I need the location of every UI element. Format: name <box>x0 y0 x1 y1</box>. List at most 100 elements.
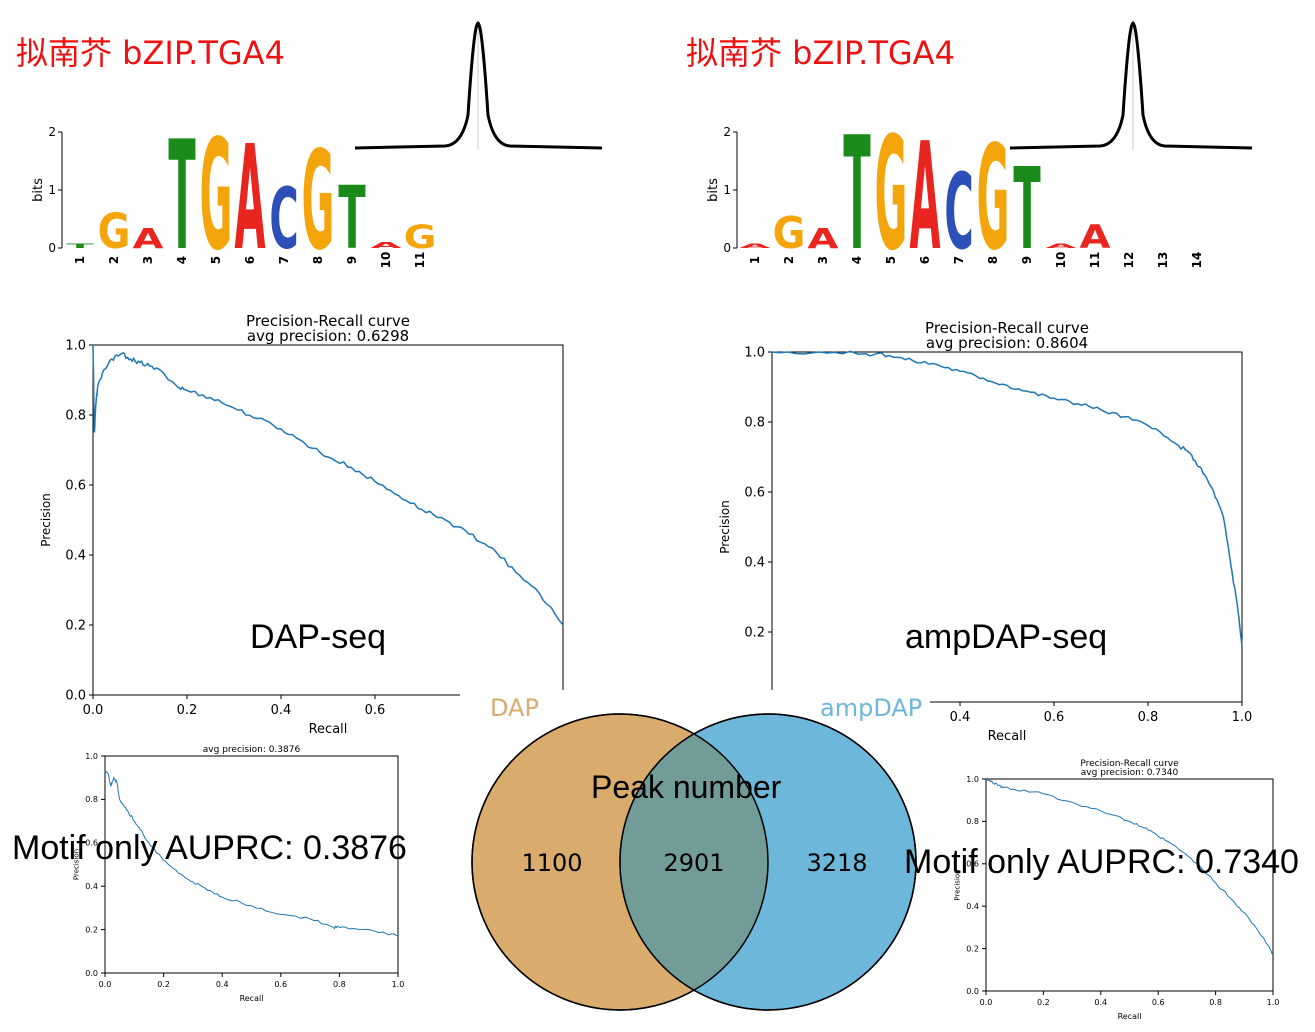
venn-svg: DAP ampDAP 1100 2901 3218 <box>471 694 922 1011</box>
plot-frame <box>985 778 1274 992</box>
x-tick-label: 1.0 <box>1232 710 1253 725</box>
logo-position-label: 7 <box>277 256 291 264</box>
logo-position-label: 3 <box>816 256 830 264</box>
chart-title: Precision-Recall curve <box>246 312 410 330</box>
logo-y-tick-label: 2 <box>723 125 731 139</box>
y-tick-label: 0.4 <box>65 549 86 564</box>
logo-position-label: 6 <box>918 256 932 264</box>
logo-position-label: 8 <box>311 256 325 264</box>
logo-position-label: 12 <box>1122 252 1136 269</box>
x-tick-label: 0.0 <box>99 980 112 989</box>
logo-letter: A <box>371 241 403 250</box>
venn-count-overlap: 2901 <box>663 849 724 877</box>
logo-y-tick-label: 1 <box>723 183 731 197</box>
y-axis-label: Precision <box>39 493 53 547</box>
x-tick-label: 0.8 <box>1209 998 1222 1007</box>
logo-position-label: 5 <box>884 256 898 264</box>
plot-frame <box>92 344 564 696</box>
x-axis-label: Recall <box>1118 1012 1142 1020</box>
x-axis-label: Recall <box>240 994 264 1002</box>
x-tick-label: 0.8 <box>1138 710 1159 725</box>
venn-label-ampdap: ampDAP <box>820 694 922 722</box>
logo-position-label: 5 <box>209 256 223 264</box>
logo-position-label: 6 <box>243 256 257 264</box>
logo-position-label: 1 <box>73 256 87 264</box>
y-tick-label: 0.2 <box>65 619 86 634</box>
x-tick-label: 0.6 <box>1044 710 1065 725</box>
logo-y-tick-label: 0 <box>48 241 56 255</box>
pr-curve-line <box>104 770 399 937</box>
x-tick-label: 0.6 <box>365 703 386 718</box>
y-tick-label: 0.4 <box>966 902 979 911</box>
x-tick-label: 0.4 <box>271 703 292 718</box>
plot-frame <box>104 755 399 974</box>
chart-subtitle: avg precision: 0.3876 <box>203 745 301 755</box>
y-tick-label: 0.6 <box>966 860 979 869</box>
logo-letter: T <box>843 110 870 270</box>
logo-position-label: 4 <box>175 256 189 264</box>
logo-position-label: 9 <box>1020 256 1034 264</box>
x-tick-label: 0.6 <box>274 980 287 989</box>
x-tick-label: 0.6 <box>1152 998 1165 1007</box>
x-tick-label: 0.2 <box>177 703 198 718</box>
logo-position-label: 14 <box>1190 252 1204 269</box>
logo-letter: T <box>338 168 365 268</box>
logo-position-label: 10 <box>379 252 393 269</box>
x-tick-label: 1.0 <box>392 980 405 989</box>
y-tick-label: 0.2 <box>744 626 765 641</box>
chart-subtitle: avg precision: 0.7340 <box>1081 768 1179 778</box>
y-tick-label: 0.8 <box>966 817 979 826</box>
logo-letter: A <box>235 114 266 270</box>
y-tick-label: 0.6 <box>744 486 765 501</box>
x-tick-label: 0.4 <box>1094 998 1107 1007</box>
logo-letter: T <box>66 242 94 250</box>
pr-curve-line <box>92 344 564 626</box>
chart-subtitle: avg precision: 0.8604 <box>926 334 1088 352</box>
peak-profile-left <box>354 20 603 150</box>
logo-letter: G <box>977 114 1010 270</box>
logo-letter: G <box>302 122 335 270</box>
y-tick-label: 0.0 <box>85 969 98 978</box>
y-tick-label: 1.0 <box>966 775 979 784</box>
logo-letter: A <box>910 110 941 270</box>
logo-letter: A <box>740 242 772 250</box>
pr-curve-motif-left: avg precision: 0.3876 0.0 0.2 0.4 0.6 0.8 1.0 0… <box>73 745 405 1002</box>
y-tick-label: 0.8 <box>744 416 765 431</box>
logo-letter: G <box>875 110 908 270</box>
logo-letter: C <box>944 152 973 270</box>
y-tick-label: 1.0 <box>65 339 86 354</box>
logo-y-label: bits <box>706 178 721 202</box>
logo-letter: G <box>773 207 806 258</box>
y-tick-label: 0.2 <box>966 944 979 953</box>
logo-position-label: 11 <box>1088 252 1102 269</box>
logo-letter: A <box>1080 218 1111 256</box>
logo-position-label: 1 <box>748 256 762 264</box>
motif-only-right-label: Motif only AUPRC: 0.7340 <box>904 843 1299 881</box>
x-tick-label: 1.0 <box>1267 998 1280 1007</box>
x-tick-label: 0.0 <box>83 703 104 718</box>
logo-position-label: 4 <box>850 256 864 264</box>
x-tick-label: 0.4 <box>216 980 229 989</box>
motif-only-left-label: Motif only AUPRC: 0.3876 <box>12 829 407 867</box>
venn-count-dap-only: 1100 <box>521 849 582 877</box>
y-tick-label: 0.4 <box>744 556 765 571</box>
peak-profile-right <box>1009 20 1253 150</box>
logo-position-label: 8 <box>986 256 1000 264</box>
logo-letter: T <box>168 110 195 270</box>
chart-title: Precision-Recall curve <box>1080 759 1179 769</box>
y-tick-label: 1.0 <box>85 752 98 761</box>
y-tick-label: 0.0 <box>966 987 979 996</box>
logo-position-label: 3 <box>141 256 155 264</box>
y-axis-label: Precision <box>73 849 81 880</box>
y-tick-label: 0.0 <box>65 689 86 704</box>
venn-overlap <box>620 714 768 1010</box>
title-right: 拟南芥 bZIP.TGA4 <box>686 34 955 72</box>
logo-y-tick-label: 0 <box>723 241 731 255</box>
logo-y-tick-label: 1 <box>48 183 56 197</box>
logo-position-label: 2 <box>782 256 796 264</box>
logo-letter: C <box>269 170 298 268</box>
y-tick-label: 0.2 <box>85 925 98 934</box>
title-left: 拟南芥 bZIP.TGA4 <box>16 34 285 72</box>
